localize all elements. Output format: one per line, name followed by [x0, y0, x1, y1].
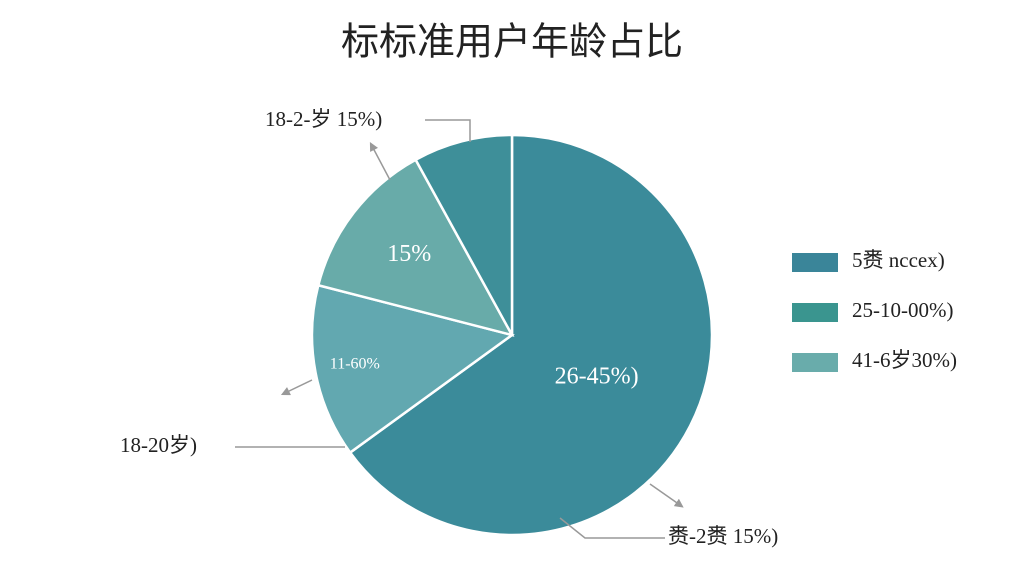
- legend: 5赉 nccex) 25-10-00%) 41-6岁30%): [792, 248, 957, 372]
- callout-label: 18-2-岁 15%): [265, 107, 382, 131]
- leader-line: [425, 119, 471, 142]
- leader-line: [369, 142, 391, 181]
- slice-label: 26-45%): [555, 364, 639, 390]
- slice-label: 15%: [387, 241, 431, 267]
- leader-line: [280, 379, 313, 396]
- pie-slice: [310, 283, 515, 455]
- callout-label: 赉-2赉 15%): [668, 524, 778, 548]
- legend-label: 25-10-00%): [852, 298, 953, 322]
- slice-label: 11-60%: [330, 356, 380, 373]
- legend-swatch: [792, 303, 838, 322]
- leader-line: [559, 517, 665, 539]
- legend-swatch: [792, 253, 838, 272]
- pie-slice: [316, 158, 515, 337]
- chart-title: 标标准用户年龄占比: [341, 20, 683, 64]
- legend-label: 41-6岁30%): [852, 348, 957, 372]
- legend-swatch: [792, 353, 838, 372]
- pie-slice: [413, 133, 514, 336]
- callout-label: 18-20岁): [120, 433, 197, 457]
- pie: 26-45%) 11-60% 15%: [310, 133, 714, 537]
- legend-label: 5赉 nccex): [852, 248, 945, 272]
- pie-slice: [348, 133, 714, 537]
- leader-line: [649, 483, 684, 508]
